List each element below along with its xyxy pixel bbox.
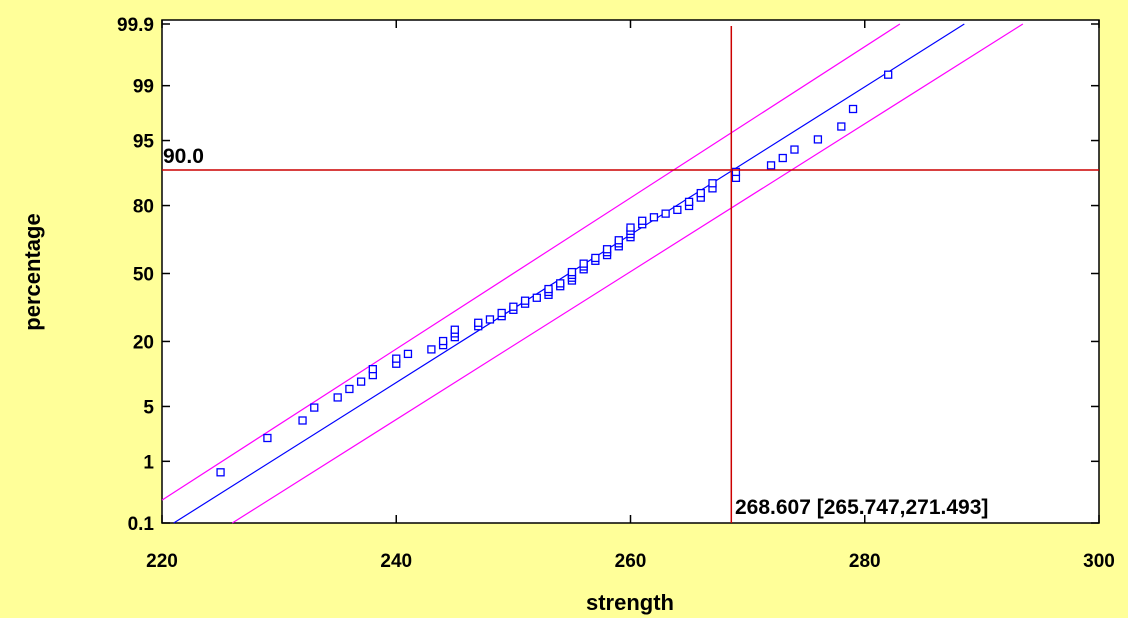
x-tick-label: 260 [615, 551, 647, 572]
y-tick-label: 80 [133, 197, 154, 218]
data-point [778, 153, 787, 163]
data-point [509, 302, 518, 311]
y-tick-label: 0.1 [128, 514, 155, 535]
data-point [626, 223, 635, 232]
y-axis-title: percentage [20, 213, 45, 330]
data-point [427, 345, 436, 354]
data-point [813, 135, 823, 144]
y-tick-label: 20 [133, 332, 154, 353]
data-point [263, 433, 272, 443]
data-point [368, 364, 377, 374]
data-point [673, 205, 682, 215]
y-tick-label: 99.9 [117, 15, 154, 36]
data-point [614, 236, 623, 245]
data-point [591, 253, 600, 263]
lower-confidence-limit [231, 23, 1024, 524]
data-point [392, 354, 401, 363]
data-point [438, 336, 448, 346]
data-point [333, 393, 342, 402]
data-point [520, 296, 530, 305]
x-tick-label: 280 [849, 551, 881, 572]
x-tick-label: 220 [146, 551, 178, 572]
x-axis-title: strength [586, 590, 674, 615]
data-point [661, 209, 670, 218]
y-tick-label: 99 [133, 77, 154, 98]
data-point [837, 122, 846, 131]
data-point [532, 293, 541, 302]
data-point [403, 349, 413, 359]
data-point [790, 145, 799, 154]
y-tick-label: 50 [133, 265, 154, 286]
data-point [474, 318, 483, 327]
reference-layer [162, 26, 1099, 523]
x-axis: 220 240 260 280 300 [146, 20, 1115, 572]
data-point [766, 161, 776, 170]
x-tick-label: 300 [1083, 551, 1115, 572]
data-point [450, 325, 459, 334]
data-point [602, 245, 612, 254]
upper-confidence-limit [161, 23, 901, 501]
x-tick-label: 240 [380, 551, 412, 572]
data-point [684, 197, 694, 207]
vertical-reference-label: 268.607 [265.747,271.493] [735, 496, 988, 519]
data-point [884, 70, 893, 79]
y-tick-label: 1 [143, 452, 154, 473]
data-point [310, 403, 319, 412]
data-point [485, 315, 495, 324]
y-axis: 0.1 1 5 20 50 80 95 99 99.9 [117, 15, 1099, 535]
data-point [544, 284, 553, 294]
data-point [345, 384, 354, 394]
data-point [579, 259, 588, 268]
y-tick-label: 5 [143, 397, 154, 418]
y-tick-label: 95 [133, 132, 155, 153]
data-point [649, 213, 659, 222]
data-point [567, 267, 577, 277]
data-point [216, 468, 225, 477]
data-point [497, 308, 506, 318]
data-point [708, 179, 717, 188]
points-layer [216, 70, 893, 477]
data-point [356, 377, 366, 386]
data-point [298, 416, 307, 425]
data-point [556, 279, 565, 288]
data-point [731, 167, 741, 177]
data-point [848, 104, 858, 114]
data-point [696, 188, 705, 198]
horizontal-reference-label: 90.0 [163, 145, 204, 168]
data-point [638, 216, 647, 225]
